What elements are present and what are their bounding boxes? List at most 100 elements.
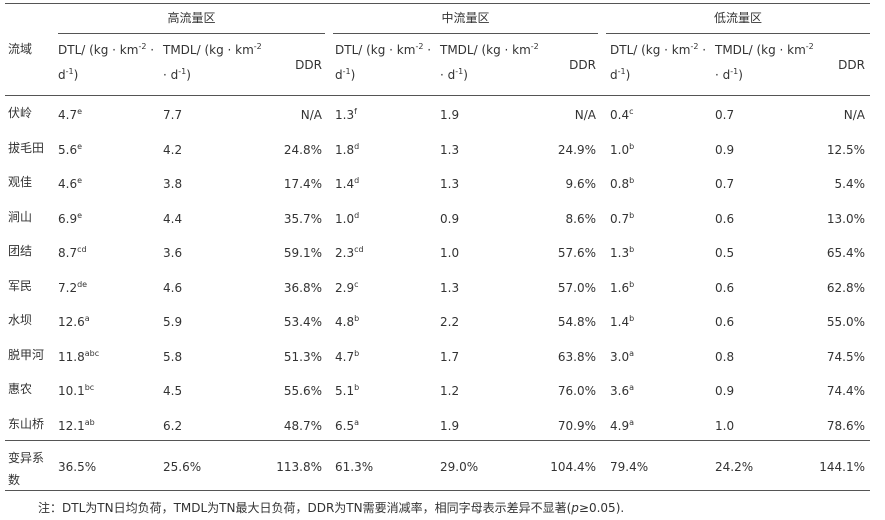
cell: 36.8%: [262, 281, 322, 295]
cell-value: 3.0: [610, 349, 630, 364]
note-text: p: [571, 501, 579, 515]
cell-value: 7.7: [163, 108, 183, 122]
column-header-text: TMDL/ (kg · km: [440, 43, 531, 57]
column-header-text: TMDL/ (kg · km: [163, 43, 254, 57]
cell-value: 0.8: [610, 177, 630, 191]
cell-value: 76.0%: [557, 384, 596, 398]
cell: 1.3: [440, 281, 500, 295]
significance-letter: b: [354, 348, 360, 358]
cell: 1.7: [440, 350, 500, 364]
cell-value: 36.5%: [58, 460, 97, 474]
cell: 4.4: [163, 212, 223, 226]
cell: 0.9: [440, 212, 500, 226]
significance-letter: a: [84, 314, 90, 323]
cell: N/A: [805, 108, 865, 122]
cell-value: 1.0: [335, 211, 355, 226]
cell: 53.4%: [262, 315, 322, 329]
cell: 54.8%: [536, 315, 596, 329]
cell-value: 1.3: [440, 280, 460, 295]
cell: 1.3: [440, 143, 500, 157]
cell: 7.2de: [58, 280, 118, 295]
row-name-cell: 涧山: [8, 210, 32, 224]
row-name: 惠农: [8, 382, 33, 396]
column-header-text: · d: [58, 43, 155, 82]
row-name: 团结: [8, 244, 33, 258]
significance-letter: b: [629, 314, 635, 323]
cell-value: 4.8: [335, 315, 355, 329]
column-header-text: -2: [253, 42, 262, 51]
cell-value: 36.8%: [283, 280, 322, 295]
row-name-cell: 观佳: [8, 175, 32, 189]
cell-value: 5.6: [58, 142, 78, 157]
cell-value: 4.5: [163, 384, 183, 398]
row-name-cell: 惠农: [8, 382, 32, 396]
row-name-cell: 拔毛田: [8, 141, 44, 155]
cell: 3.8: [163, 177, 223, 191]
cell: 17.4%: [262, 177, 322, 191]
cell-value: 0.7: [715, 177, 735, 191]
cell: 4.9a: [610, 418, 670, 433]
column-header-text: · d: [440, 68, 456, 82]
cell-value: 113.8%: [276, 460, 322, 474]
significance-letter: abc: [84, 348, 100, 358]
cell: 5.4%: [805, 177, 866, 191]
cell: 0.5: [715, 246, 775, 260]
column-header: DTL/ (kg · km-2 · d-1): [335, 38, 440, 88]
column-header-text: -2: [690, 42, 699, 51]
cell: 1.0b: [610, 142, 670, 157]
significance-letter: a: [354, 417, 359, 427]
row-name: 伏岭: [8, 106, 33, 120]
cell-value: 12.6: [58, 315, 85, 329]
cell-value: 29.0%: [440, 460, 479, 474]
cell: 1.3f: [335, 108, 395, 123]
column-header-text: ): [186, 68, 191, 82]
column-header-text: ): [350, 68, 356, 82]
group-header-cell: 中流量区: [333, 11, 598, 25]
cell: 1.0: [440, 246, 500, 260]
cell: 1.2: [440, 384, 500, 398]
cell-value: 63.8%: [557, 349, 596, 364]
cell: 57.6%: [536, 246, 596, 260]
cell: 59.1%: [262, 246, 322, 260]
cell-value: 51.3%: [283, 349, 322, 364]
cell-value: 55.0%: [826, 315, 865, 329]
note-text: ≥0.05).: [578, 501, 625, 515]
column-header-text: ): [738, 68, 743, 82]
row-name: 拔毛田: [8, 140, 45, 155]
cell-value: 1.0: [440, 246, 460, 260]
column-header-text: -1: [65, 67, 74, 76]
rule: [5, 490, 870, 491]
row-name: 脱甲河: [8, 347, 45, 362]
cell: 0.7b: [610, 211, 670, 226]
cell: 3.0a: [610, 349, 670, 364]
cell: 4.5: [163, 384, 223, 398]
cell: 61.3%: [335, 460, 395, 474]
cell-value: 55.6%: [283, 384, 322, 398]
cell-value: 0.4: [610, 108, 630, 122]
significance-letter: c: [354, 279, 359, 289]
cell-value: 59.1%: [283, 246, 322, 260]
cell: 25.6%: [163, 460, 223, 474]
cell: 0.8b: [610, 177, 670, 192]
cell: 74.5%: [805, 350, 865, 364]
cell: N/A: [536, 108, 596, 122]
cell-value: 54.8%: [557, 315, 596, 329]
cell-value: 1.0: [715, 418, 735, 433]
significance-letter: cd: [77, 245, 87, 254]
cell-value: 11.8: [58, 349, 85, 364]
cell: 1.3: [440, 177, 500, 191]
note-text: 注：DTL为TN日均负荷，TMDL为TN最大日负荷，DDR为TN需要消减率，相同…: [38, 501, 572, 515]
column-header: TMDL/ (kg · km-2 · d-1): [715, 38, 820, 88]
cell-value: 0.5: [715, 246, 735, 260]
cell-value: 9.6%: [565, 177, 597, 191]
cell-value: 0.6: [715, 211, 735, 226]
cell-value: 57.6%: [557, 246, 596, 260]
rule: [333, 33, 598, 34]
column-header-text: -1: [617, 67, 626, 76]
cell-value: 6.5: [335, 418, 355, 433]
cell: 113.8%: [262, 460, 322, 474]
cell: 0.8: [715, 350, 775, 364]
cell: 57.0%: [536, 281, 596, 295]
row-name-cell: 脱甲河: [8, 348, 44, 362]
cell: 1.8d: [335, 142, 395, 157]
